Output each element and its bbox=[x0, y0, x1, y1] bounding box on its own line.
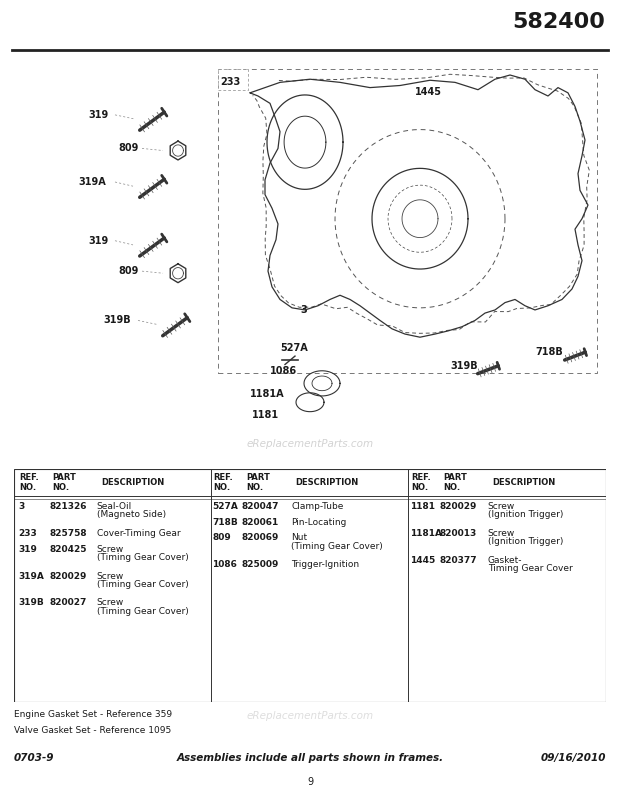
Text: 1086: 1086 bbox=[270, 366, 297, 376]
Text: Gasket-: Gasket- bbox=[488, 556, 522, 565]
Text: Clamp-Tube: Clamp-Tube bbox=[291, 502, 343, 511]
Text: 825758: 825758 bbox=[49, 529, 87, 537]
Text: 319: 319 bbox=[19, 545, 37, 553]
Text: DESCRIPTION: DESCRIPTION bbox=[295, 478, 358, 487]
Text: 1445: 1445 bbox=[410, 556, 435, 565]
Text: 820047: 820047 bbox=[242, 502, 280, 511]
Text: REF.
NO.: REF. NO. bbox=[213, 473, 233, 492]
Text: 233: 233 bbox=[220, 77, 241, 87]
Text: Screw: Screw bbox=[97, 598, 124, 607]
Bar bbox=[218, 69, 597, 373]
Text: (Timing Gear Cover): (Timing Gear Cover) bbox=[97, 580, 188, 589]
Text: 09/16/2010: 09/16/2010 bbox=[541, 753, 606, 763]
Text: 319: 319 bbox=[88, 110, 108, 119]
Text: 1445: 1445 bbox=[415, 87, 442, 97]
Text: 718B: 718B bbox=[535, 347, 563, 357]
Text: (Ignition Trigger): (Ignition Trigger) bbox=[488, 537, 563, 546]
Text: 825009: 825009 bbox=[242, 561, 279, 569]
Text: Nut: Nut bbox=[291, 533, 307, 542]
Text: (Magneto Side): (Magneto Side) bbox=[97, 510, 166, 520]
Text: Assemblies include all parts shown in frames.: Assemblies include all parts shown in fr… bbox=[177, 753, 443, 763]
Text: 319A: 319A bbox=[78, 177, 106, 187]
Text: 3: 3 bbox=[300, 305, 307, 315]
Text: 820425: 820425 bbox=[49, 545, 87, 553]
Text: 527A: 527A bbox=[280, 342, 308, 353]
Text: (Ignition Trigger): (Ignition Trigger) bbox=[488, 510, 563, 520]
Bar bbox=[218, 69, 248, 90]
Text: 820013: 820013 bbox=[439, 529, 476, 537]
Text: 1181A: 1181A bbox=[250, 389, 285, 399]
Text: 1181: 1181 bbox=[252, 410, 279, 419]
Text: Valve Gasket Set - Reference 1095: Valve Gasket Set - Reference 1095 bbox=[14, 726, 171, 735]
Text: PART
NO.: PART NO. bbox=[246, 473, 270, 492]
Text: 820027: 820027 bbox=[49, 598, 87, 607]
Text: 1181A: 1181A bbox=[410, 529, 441, 537]
Text: Timing Gear Cover: Timing Gear Cover bbox=[488, 565, 572, 573]
Text: 809: 809 bbox=[118, 144, 138, 153]
Text: 821326: 821326 bbox=[49, 502, 87, 511]
Text: 319A: 319A bbox=[19, 572, 44, 581]
Text: 319B: 319B bbox=[103, 315, 131, 326]
Text: 1181: 1181 bbox=[410, 502, 435, 511]
Text: Screw: Screw bbox=[97, 545, 124, 553]
Text: REF.
NO.: REF. NO. bbox=[411, 473, 430, 492]
Text: Seal-Oil: Seal-Oil bbox=[97, 502, 132, 511]
Text: DESCRIPTION: DESCRIPTION bbox=[101, 478, 165, 487]
Text: Screw: Screw bbox=[488, 502, 515, 511]
Text: (Timing Gear Cover): (Timing Gear Cover) bbox=[97, 607, 188, 616]
Text: 3: 3 bbox=[19, 502, 25, 511]
Text: (Timing Gear Cover): (Timing Gear Cover) bbox=[97, 553, 188, 562]
Text: Screw: Screw bbox=[97, 572, 124, 581]
Text: 319B: 319B bbox=[450, 361, 477, 371]
Text: eReplacementParts.com: eReplacementParts.com bbox=[246, 439, 374, 449]
Text: eReplacementParts.com: eReplacementParts.com bbox=[246, 711, 374, 721]
Text: (Timing Gear Cover): (Timing Gear Cover) bbox=[291, 542, 383, 551]
Text: 820061: 820061 bbox=[242, 517, 279, 527]
Text: 820029: 820029 bbox=[49, 572, 87, 581]
Text: 809: 809 bbox=[212, 533, 231, 542]
Text: 0703-9: 0703-9 bbox=[14, 753, 54, 763]
Text: 582400: 582400 bbox=[512, 12, 605, 32]
Text: REF.
NO.: REF. NO. bbox=[20, 473, 39, 492]
Text: 820377: 820377 bbox=[439, 556, 477, 565]
Text: PART
NO.: PART NO. bbox=[443, 473, 467, 492]
Text: 319: 319 bbox=[88, 236, 108, 245]
Text: 233: 233 bbox=[19, 529, 37, 537]
Text: 319B: 319B bbox=[19, 598, 44, 607]
Text: PART
NO.: PART NO. bbox=[52, 473, 76, 492]
Text: Pin-Locating: Pin-Locating bbox=[291, 517, 347, 527]
Text: 1086: 1086 bbox=[212, 561, 237, 569]
Text: 820029: 820029 bbox=[439, 502, 477, 511]
Text: 718B: 718B bbox=[212, 517, 238, 527]
Text: DESCRIPTION: DESCRIPTION bbox=[492, 478, 556, 487]
Text: Screw: Screw bbox=[488, 529, 515, 537]
Text: 809: 809 bbox=[118, 266, 138, 276]
Text: Engine Gasket Set - Reference 359: Engine Gasket Set - Reference 359 bbox=[14, 710, 172, 719]
Text: 820069: 820069 bbox=[242, 533, 279, 542]
Text: 9: 9 bbox=[307, 777, 313, 787]
Text: 527A: 527A bbox=[212, 502, 238, 511]
Text: Cover-Timing Gear: Cover-Timing Gear bbox=[97, 529, 180, 537]
Text: Trigger-Ignition: Trigger-Ignition bbox=[291, 561, 359, 569]
